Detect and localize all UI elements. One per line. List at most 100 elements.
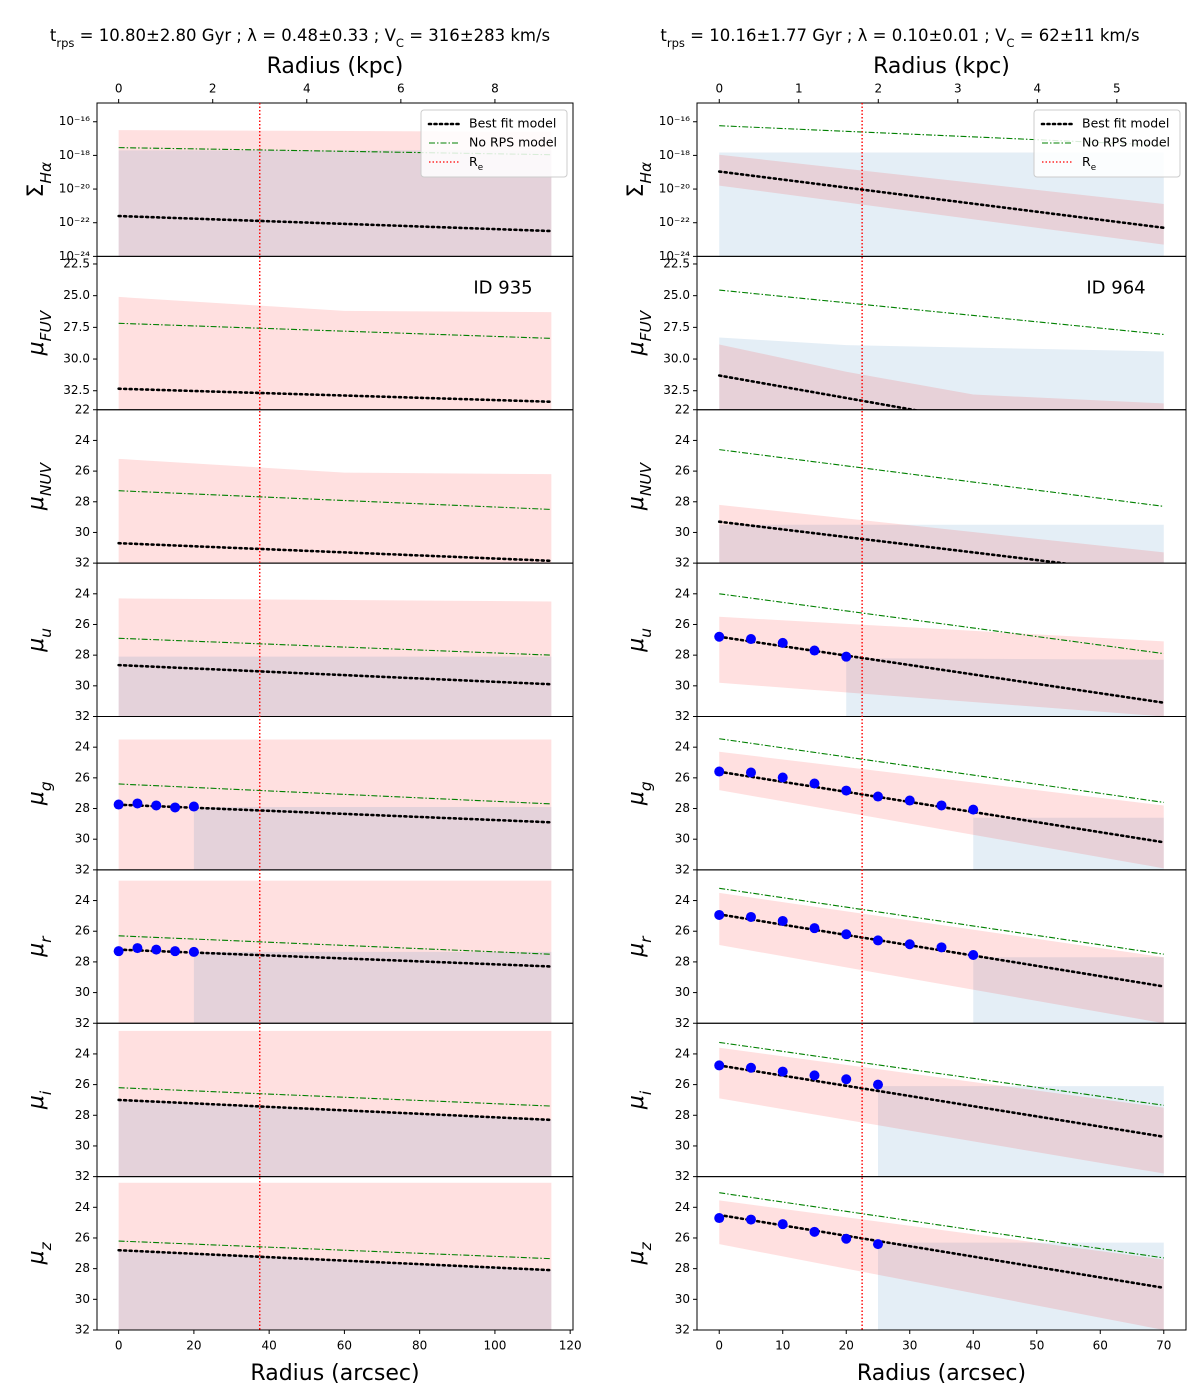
plot-area xyxy=(117,296,553,410)
y-tick-label: 22 xyxy=(75,402,90,416)
band xyxy=(118,1099,552,1177)
data-point xyxy=(904,939,915,950)
text-part: μ xyxy=(24,638,49,653)
subscript: i xyxy=(637,1090,655,1095)
data-point xyxy=(968,804,979,815)
model-line xyxy=(118,322,552,339)
panel: 24 26 28 30 32 μu xyxy=(624,562,1187,723)
text-part: μ xyxy=(624,496,649,511)
x-tick-label: 60 xyxy=(1093,1339,1108,1353)
x-tick-label: 0 xyxy=(115,1339,123,1353)
subscript: NUV xyxy=(637,461,655,496)
text-part: μ xyxy=(624,1250,649,1265)
x2-tick-label: 0 xyxy=(715,82,723,96)
y-tick-label: 28 xyxy=(75,954,90,968)
axes-frame xyxy=(696,1176,1187,1331)
plot-area xyxy=(717,449,1164,564)
y-tick-label: 32 xyxy=(675,1323,690,1337)
text-part: μ xyxy=(24,791,49,806)
y-tick-label: 10⁻²² xyxy=(59,215,90,229)
plot-area xyxy=(714,1041,1166,1177)
y-tick-label: 28 xyxy=(675,1108,690,1122)
plot-area xyxy=(717,125,1166,257)
data-point xyxy=(714,909,725,920)
y-axis-label: μi xyxy=(624,1090,655,1110)
x-tick-label: 100 xyxy=(483,1339,506,1353)
y-tick-label: 30 xyxy=(75,1138,90,1152)
y-tick-label: 30 xyxy=(75,1292,90,1306)
panel: 22 24 26 28 30 32 μNUV xyxy=(24,402,574,570)
y-tick-label: 25.0 xyxy=(663,288,690,302)
data-point xyxy=(841,651,852,662)
legend-label: Re xyxy=(469,154,483,173)
data-point xyxy=(841,785,852,796)
model-line xyxy=(118,1087,552,1107)
text-part: R xyxy=(469,154,478,169)
y-tick-label: 32 xyxy=(75,1016,90,1030)
model-line xyxy=(118,490,552,510)
data-point xyxy=(777,772,788,783)
y-tick-label: 30 xyxy=(675,678,690,692)
plot-area xyxy=(714,887,1166,1024)
data-point xyxy=(809,645,820,656)
legend-box xyxy=(1033,109,1181,178)
data-point xyxy=(872,791,883,802)
y-axis-label: μu xyxy=(24,628,55,653)
data-point xyxy=(841,1233,852,1244)
panel: 24 26 28 30 32 μr xyxy=(24,869,574,1030)
subscript: NUV xyxy=(37,461,55,496)
model-line xyxy=(717,635,1166,704)
data-point xyxy=(745,911,756,922)
y-tick-label: 32 xyxy=(675,709,690,723)
y-axis-label: μNUV xyxy=(24,461,55,511)
data-point xyxy=(714,766,725,777)
y-tick-label: 26 xyxy=(75,924,90,938)
x2-tick-label: 5 xyxy=(1113,82,1121,96)
y-axis-label: μz xyxy=(624,1241,655,1265)
y-tick-label: 28 xyxy=(75,494,90,508)
text-part: t xyxy=(50,26,57,45)
x2-tick-label: 1 xyxy=(795,82,803,96)
model-line xyxy=(117,541,553,563)
data-point xyxy=(714,1213,725,1224)
band xyxy=(719,154,1164,245)
x-axis-label: Radius (arcsec) xyxy=(857,1361,1026,1386)
data-point xyxy=(745,767,756,778)
band xyxy=(719,337,1164,410)
legend-label: Best fit model xyxy=(1082,116,1169,131)
y-tick-label: 30 xyxy=(675,832,690,846)
model-line xyxy=(717,1064,1166,1139)
x-tick-label: 0 xyxy=(715,1339,723,1353)
panel: 22 24 26 28 30 32 μNUV xyxy=(624,402,1187,570)
x2-tick-label: 6 xyxy=(397,82,405,96)
x-tick-label: 20 xyxy=(186,1339,201,1353)
data-point xyxy=(745,634,756,645)
subscript: FUV xyxy=(637,309,655,341)
y-tick-label: 28 xyxy=(675,1261,690,1275)
model-line xyxy=(717,170,1166,230)
y-tick-label: 32 xyxy=(75,709,90,723)
y-tick-label: 32 xyxy=(675,1169,690,1183)
y-tick-label: 28 xyxy=(75,1108,90,1122)
data-point xyxy=(872,1239,883,1250)
data-point xyxy=(151,944,162,955)
y-tick-label: 28 xyxy=(75,801,90,815)
y-tick-label: 30 xyxy=(75,985,90,999)
data-point xyxy=(777,915,788,926)
y-tick-label: 26 xyxy=(75,770,90,784)
band xyxy=(118,296,552,410)
text-part: = 316±283 km/s xyxy=(404,26,550,45)
y-tick-label: 30.0 xyxy=(663,352,690,366)
y-tick-label: 10⁻²⁰ xyxy=(59,182,90,196)
data-point xyxy=(936,800,947,811)
y-tick-label: 30 xyxy=(675,985,690,999)
y-axis-label: μr xyxy=(624,935,655,958)
band xyxy=(719,616,1164,717)
subscript: z xyxy=(637,1241,655,1251)
data-point xyxy=(809,1070,820,1081)
subscript: C xyxy=(1006,36,1014,50)
data-point xyxy=(777,637,788,648)
panel: 24 26 28 30 32 μi xyxy=(624,1022,1187,1183)
plot-area xyxy=(113,880,553,1024)
text-part: μ xyxy=(624,943,649,958)
